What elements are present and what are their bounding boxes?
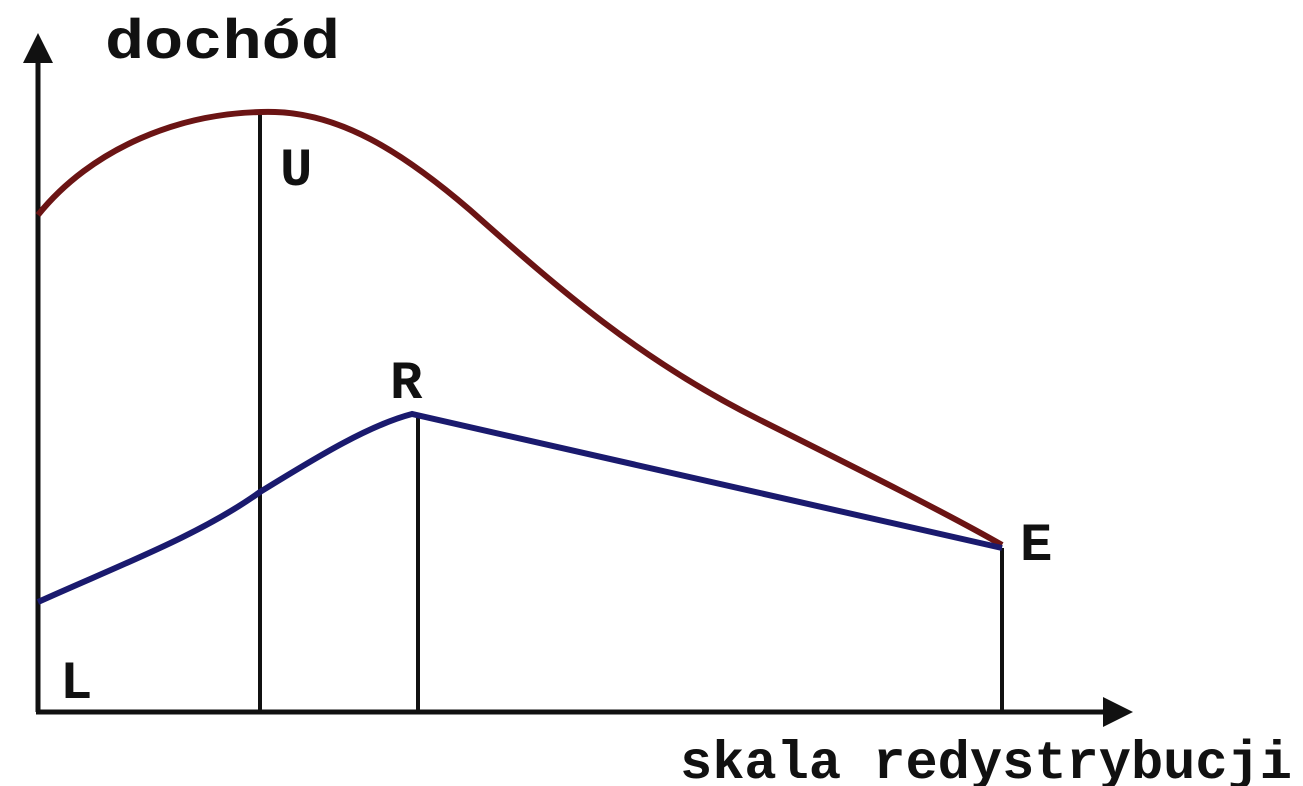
y-axis-label: dochód <box>105 11 340 75</box>
point-label: R <box>390 354 423 415</box>
lower-curve <box>36 410 1003 605</box>
point-label: U <box>280 141 312 202</box>
point-label: L <box>60 654 92 715</box>
upper-curve <box>35 108 1004 548</box>
point-label: E <box>1020 516 1052 577</box>
x-axis-label: skala redystrybucji <box>680 734 1292 786</box>
